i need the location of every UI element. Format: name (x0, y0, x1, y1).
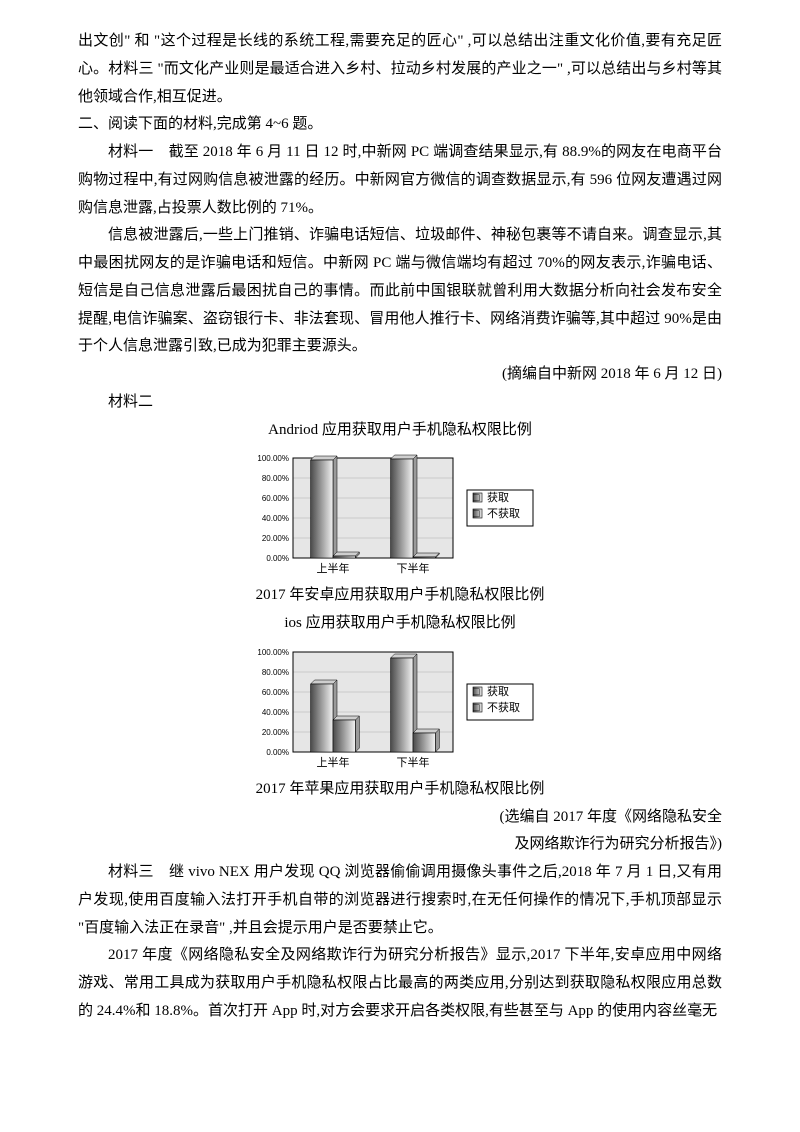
svg-text:获取: 获取 (487, 685, 509, 698)
citation: (摘编自中新网 2018 年 6 月 12 日) (78, 361, 722, 389)
chart-caption: 2017 年苹果应用获取用户手机隐私权限比例 (78, 776, 722, 804)
svg-text:100.00%: 100.00% (257, 648, 289, 657)
svg-text:不获取: 不获取 (487, 701, 520, 714)
svg-text:下半年: 下半年 (397, 561, 430, 575)
svg-text:□: □ (473, 508, 480, 520)
svg-text:80.00%: 80.00% (262, 474, 289, 483)
svg-text:100.00%: 100.00% (257, 454, 289, 463)
svg-text:□: □ (473, 492, 480, 504)
svg-text:下半年: 下半年 (397, 755, 430, 769)
svg-text:□: □ (473, 702, 480, 714)
chart-caption: 2017 年安卓应用获取用户手机隐私权限比例 (78, 582, 722, 610)
svg-text:上半年: 上半年 (317, 755, 350, 769)
paragraph: 信息被泄露后,一些上门推销、诈骗电话短信、垃圾邮件、神秘包裹等不请自来。调查显示… (78, 222, 722, 361)
svg-text:上半年: 上半年 (317, 561, 350, 575)
svg-text:20.00%: 20.00% (262, 728, 289, 737)
bar-chart: 0.00% 20.00% 40.00% 60.00% 80.00% 100.00% 上半年 下… (245, 450, 555, 580)
svg-text:60.00%: 60.00% (262, 494, 289, 503)
svg-text:获取: 获取 (487, 491, 509, 504)
svg-text:60.00%: 60.00% (262, 688, 289, 697)
svg-text:80.00%: 80.00% (262, 668, 289, 677)
chart-android: 0.00% 20.00% 40.00% 60.00% 80.00% 100.00% 上半年 下… (78, 450, 722, 580)
svg-text:20.00%: 20.00% (262, 534, 289, 543)
svg-text:40.00%: 40.00% (262, 708, 289, 717)
paragraph: 2017 年度《网络隐私安全及网络欺诈行为研究分析报告》显示,2017 下半年,… (78, 942, 722, 1025)
paragraph: 材料一 截至 2018 年 6 月 11 日 12 时,中新网 PC 端调查结果… (78, 139, 722, 222)
paragraph: 材料二 (78, 389, 722, 417)
section-heading: 二、阅读下面的材料,完成第 4~6 题。 (78, 111, 722, 139)
citation: (选编自 2017 年度《网络隐私安全 (78, 804, 722, 832)
bar-chart: 0.00% 20.00% 40.00% 60.00% 80.00% 100.00% 上半年 下… (245, 644, 555, 774)
paragraph: 材料三 继 vivo NEX 用户发现 QQ 浏览器偷偷调用摄像头事件之后,20… (78, 859, 722, 942)
svg-text:40.00%: 40.00% (262, 514, 289, 523)
citation: 及网络欺诈行为研究分析报告》) (78, 831, 722, 859)
svg-text:□: □ (473, 686, 480, 698)
chart-title: Andriod 应用获取用户手机隐私权限比例 (78, 417, 722, 445)
chart-title: ios 应用获取用户手机隐私权限比例 (78, 610, 722, 638)
svg-text:不获取: 不获取 (487, 507, 520, 520)
svg-text:0.00%: 0.00% (266, 554, 289, 563)
chart-ios: 0.00% 20.00% 40.00% 60.00% 80.00% 100.00% 上半年 下… (78, 644, 722, 774)
svg-text:0.00%: 0.00% (266, 748, 289, 757)
paragraph: 出文创" 和 "这个过程是长线的系统工程,需要充足的匠心" ,可以总结出注重文化… (78, 28, 722, 111)
document-page: 出文创" 和 "这个过程是长线的系统工程,需要充足的匠心" ,可以总结出注重文化… (0, 0, 800, 1132)
